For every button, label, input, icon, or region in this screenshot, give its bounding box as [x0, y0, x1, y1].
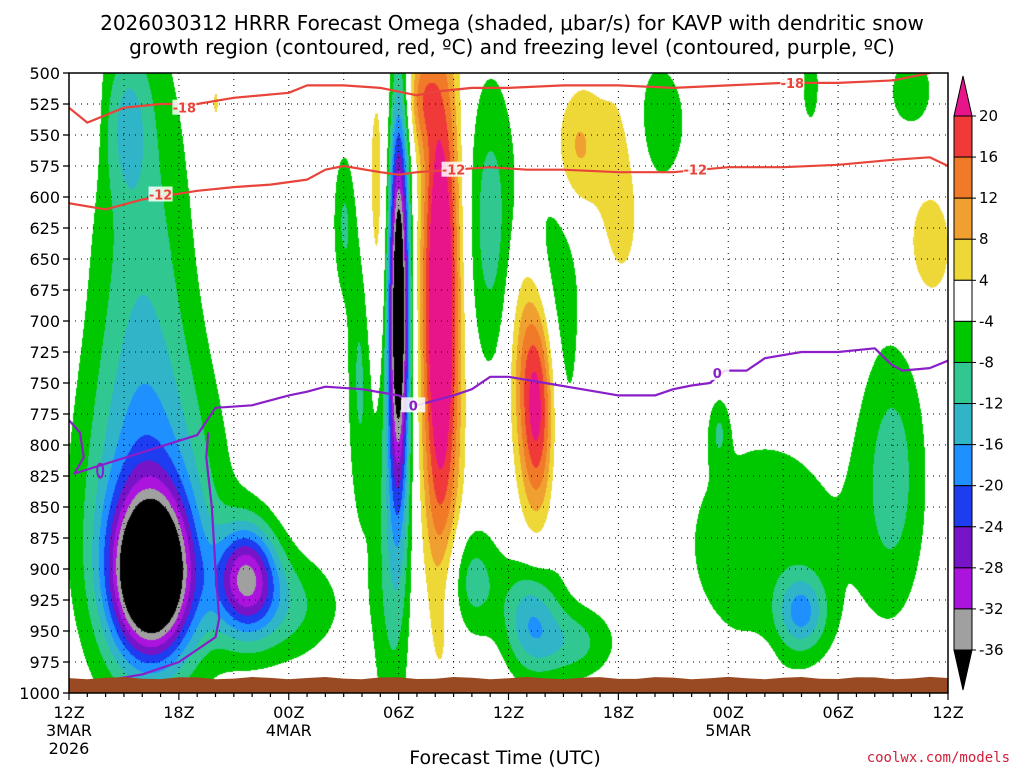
plot-area: -18 -18 -12 -12 -12 0 0 — [68, 72, 949, 694]
y-tick-label: 1000 — [19, 684, 60, 703]
y-tick-label: 975 — [29, 653, 60, 672]
colorbar-label: -20 — [979, 477, 1004, 495]
contour-label: -18 — [173, 102, 197, 117]
colorbar-swatch — [953, 608, 973, 651]
x-year-label: 2026 — [49, 739, 90, 758]
colorbar-swatch — [953, 361, 973, 405]
x-tick-label: 06Z — [383, 703, 414, 722]
y-tick-label: 500 — [29, 64, 60, 83]
x-tick-label: 00Z — [713, 703, 744, 722]
contour-label: -12 — [684, 164, 708, 179]
colorbar-swatch — [953, 238, 973, 281]
colorbar-swatch — [953, 156, 973, 199]
y-tick-label: 550 — [29, 126, 60, 145]
contour-label: 0 — [409, 399, 418, 414]
contours: -18 -18 -12 -12 -12 0 0 — [69, 73, 948, 682]
colorbar-swatch — [953, 526, 973, 569]
y-tick-label: 825 — [29, 467, 60, 486]
y-tick-label: 675 — [29, 281, 60, 300]
colorbar-label: -8 — [979, 353, 994, 371]
contour-label-bg — [148, 186, 173, 202]
y-tick-label: 650 — [29, 250, 60, 269]
colorbar-swatch — [953, 403, 973, 446]
y-tick-label: 775 — [29, 405, 60, 424]
x-tick-label: 12Z — [932, 703, 963, 722]
y-tick-label: 725 — [29, 343, 60, 362]
y-tick-label: 750 — [29, 374, 60, 393]
freezing-level-contour — [69, 347, 948, 475]
y-tick-label: 800 — [29, 436, 60, 455]
y-tick-label: 875 — [29, 529, 60, 548]
colorbar-label: -24 — [979, 518, 1004, 536]
colorbar-label: -12 — [979, 395, 1004, 413]
colorbar-swatch — [953, 320, 973, 363]
x-axis-label: Forecast Time (UTC) — [409, 747, 600, 768]
colorbar-label: -28 — [979, 559, 1004, 577]
contour-label-bg — [705, 365, 730, 381]
colorbar-label: -36 — [979, 641, 1004, 659]
colorbar-swatch — [953, 197, 973, 240]
freezing-level-small-loop — [96, 462, 105, 479]
colorbar: 20 16 12 8 4 -4 -8 -12 -16 -20 -24 -28 -32 -36 — [953, 75, 1004, 691]
colorbar-label: 12 — [979, 189, 998, 207]
x-tick-label: 12Z — [493, 703, 524, 722]
colorbar-label: 16 — [979, 148, 998, 166]
freezing-level-contour-lower — [69, 432, 221, 682]
contour-label: -12 — [149, 189, 173, 204]
colorbar-label: 4 — [979, 271, 989, 289]
credit-text: coolwx.com/models — [867, 750, 1010, 766]
y-tick-label: 575 — [29, 157, 60, 176]
y-tick-label: 900 — [29, 560, 60, 579]
x-tick-label: 18Z — [163, 703, 194, 722]
colorbar-top-arrow — [953, 75, 973, 117]
contour-label: -12 — [442, 164, 466, 179]
x-tick-label: 18Z — [603, 703, 634, 722]
colorbar-label: -16 — [979, 436, 1004, 454]
y-tick-label: 925 — [29, 591, 60, 610]
y-tick-label: 700 — [29, 312, 60, 331]
x-tick-label: 00Z — [273, 703, 304, 722]
colorbar-bottom-arrow — [953, 649, 973, 691]
contour-label-bg — [401, 397, 426, 413]
colorbar-label: -32 — [979, 600, 1004, 618]
chart-title-line1: 2026030312 HRRR Forecast Omega (shaded, … — [100, 11, 924, 35]
colorbar-label: 8 — [979, 230, 989, 248]
x-date-label: 5MAR — [705, 721, 751, 740]
y-tick-label: 525 — [29, 95, 60, 114]
chart-title-line2: growth region (contoured, red, ºC) and f… — [129, 35, 895, 59]
terrain-fill — [69, 676, 948, 693]
colorbar-label: 20 — [979, 107, 998, 125]
y-tick-label: 850 — [29, 498, 60, 517]
y-tick-label: 625 — [29, 219, 60, 238]
y-tick-label: 600 — [29, 188, 60, 207]
colorbar-label: -4 — [979, 312, 994, 330]
contour-label-bg — [441, 161, 466, 177]
contour-label: 0 — [713, 367, 722, 382]
colorbar-swatch — [953, 444, 973, 487]
y-axis: 500 525 550 575 600 625 650 675 700 725 750 775 800 8… — [19, 64, 69, 703]
colorbar-swatch — [953, 567, 973, 610]
contour-label-bg — [683, 161, 708, 177]
x-tick-label: 12Z — [53, 703, 84, 722]
x-date-label: 4MAR — [266, 721, 312, 740]
colorbar-swatch — [953, 279, 973, 322]
x-date-label: 3MAR — [46, 721, 92, 740]
dgz-contour-minus12 — [69, 156, 948, 211]
x-tick-label: 06Z — [822, 703, 853, 722]
y-tick-label: 950 — [29, 622, 60, 641]
colorbar-swatch — [953, 485, 973, 528]
contour-label: -18 — [781, 77, 805, 92]
colorbar-swatch — [953, 115, 973, 158]
contour-label-bg — [780, 74, 805, 90]
contour-label-bg — [172, 99, 197, 115]
